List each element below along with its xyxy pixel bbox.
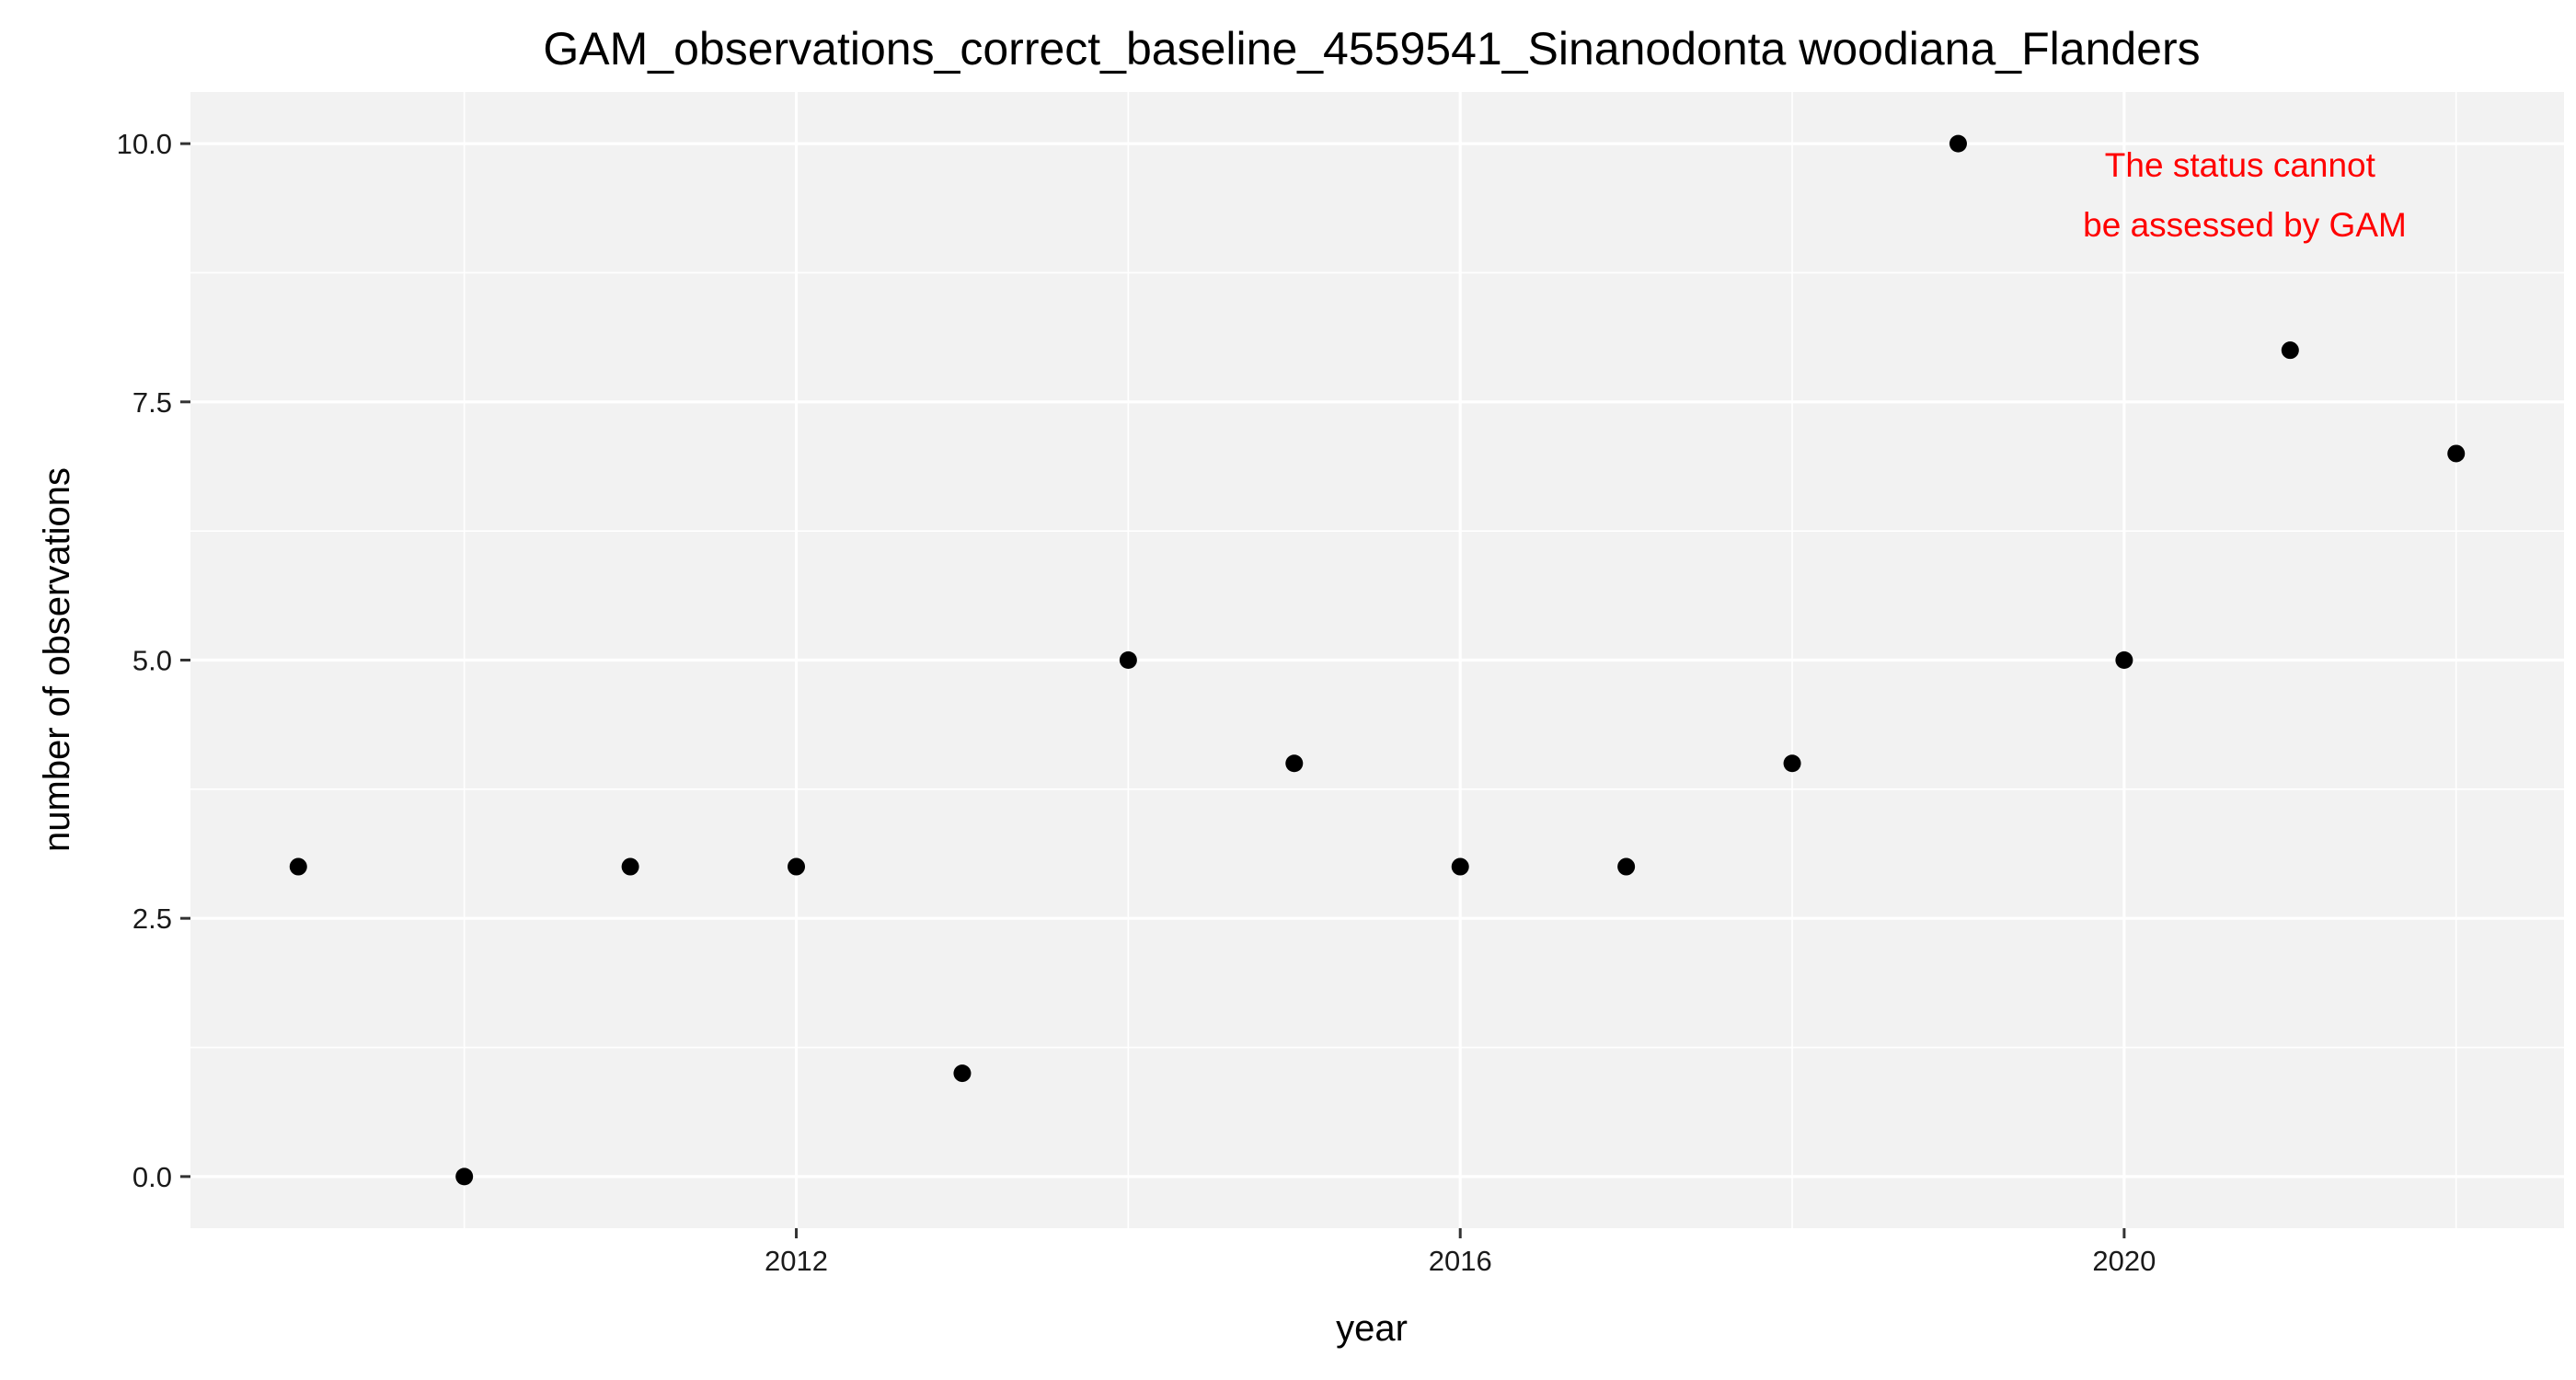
x-axis-title: year bbox=[1336, 1308, 1408, 1349]
data-point bbox=[1119, 651, 1137, 669]
y-tick-label: 2.5 bbox=[132, 903, 172, 935]
data-point bbox=[1617, 857, 1636, 876]
annotation-line-2: be assessed by GAM bbox=[2083, 206, 2407, 244]
y-tick-label: 0.0 bbox=[132, 1161, 172, 1193]
data-point bbox=[1949, 134, 1967, 153]
data-point bbox=[455, 1167, 474, 1186]
y-axis-title: number of observations bbox=[37, 467, 77, 852]
y-tick-label: 5.0 bbox=[132, 645, 172, 677]
annotation: The status cannot be assessed by GAM bbox=[2083, 146, 2407, 244]
data-point bbox=[621, 857, 639, 876]
x-tick-label: 2012 bbox=[765, 1245, 828, 1277]
x-tick-label: 2020 bbox=[2092, 1245, 2156, 1277]
x-axis: 2012 2016 2020 bbox=[765, 1228, 2156, 1277]
data-point bbox=[2447, 444, 2466, 463]
minor-gridlines bbox=[190, 92, 2564, 1228]
data-point bbox=[1285, 754, 1304, 773]
data-points bbox=[289, 134, 2466, 1186]
y-axis: 0.0 2.5 5.0 7.5 10.0 bbox=[117, 128, 190, 1193]
major-gridlines bbox=[190, 92, 2564, 1228]
data-point bbox=[1783, 754, 1801, 773]
data-point bbox=[953, 1064, 972, 1083]
data-point bbox=[788, 857, 806, 876]
annotation-line-1: The status cannot bbox=[2105, 146, 2376, 184]
y-tick-label: 10.0 bbox=[117, 128, 172, 160]
chart-title: GAM_observations_correct_baseline_455954… bbox=[543, 23, 2200, 75]
data-point bbox=[2115, 651, 2133, 669]
data-point bbox=[2281, 341, 2299, 360]
data-point bbox=[289, 857, 307, 876]
data-point bbox=[1451, 857, 1469, 876]
x-tick-label: 2016 bbox=[1429, 1245, 1492, 1277]
y-tick-label: 7.5 bbox=[132, 386, 172, 419]
